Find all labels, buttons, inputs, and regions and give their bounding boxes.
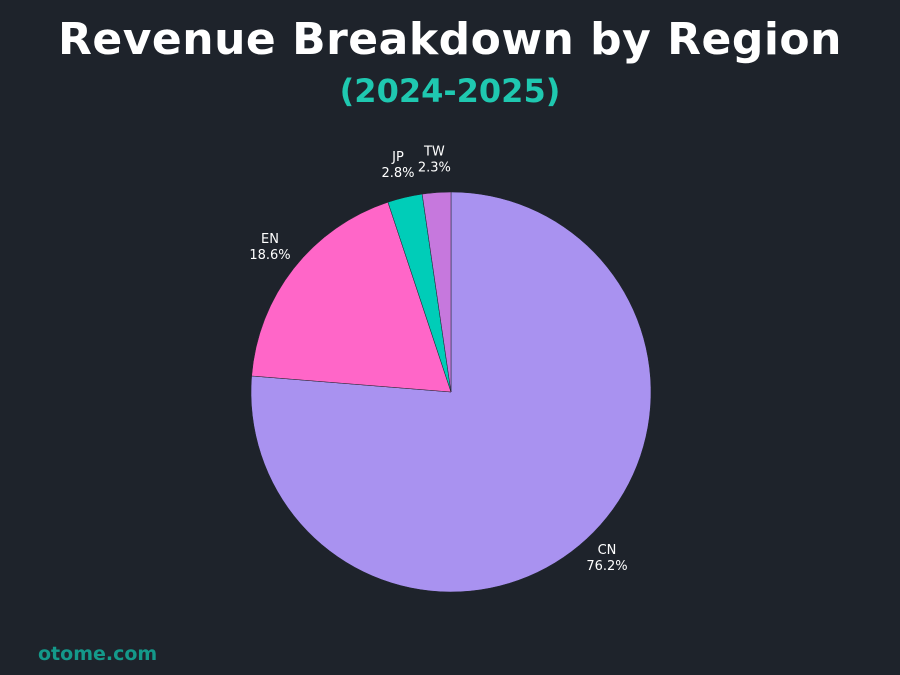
slice-percent-tw: 2.3% (418, 161, 451, 176)
slice-label-cn: CN (598, 543, 617, 558)
chart-title: Revenue Breakdown by Region (58, 14, 842, 65)
slice-percent-cn: 76.2% (586, 559, 627, 574)
slice-label-tw: TW (423, 145, 445, 160)
slice-label-jp: JP (391, 150, 404, 165)
slice-percent-jp: 2.8% (381, 166, 414, 181)
pie-slice-tw (421, 191, 452, 393)
chart-subtitle: (2024-2025) (339, 72, 561, 110)
slice-label-en: EN (261, 232, 279, 247)
footer-brand: otome.com (38, 643, 158, 665)
pie-slice-en (251, 201, 452, 393)
slice-percent-en: 18.6% (249, 248, 290, 263)
